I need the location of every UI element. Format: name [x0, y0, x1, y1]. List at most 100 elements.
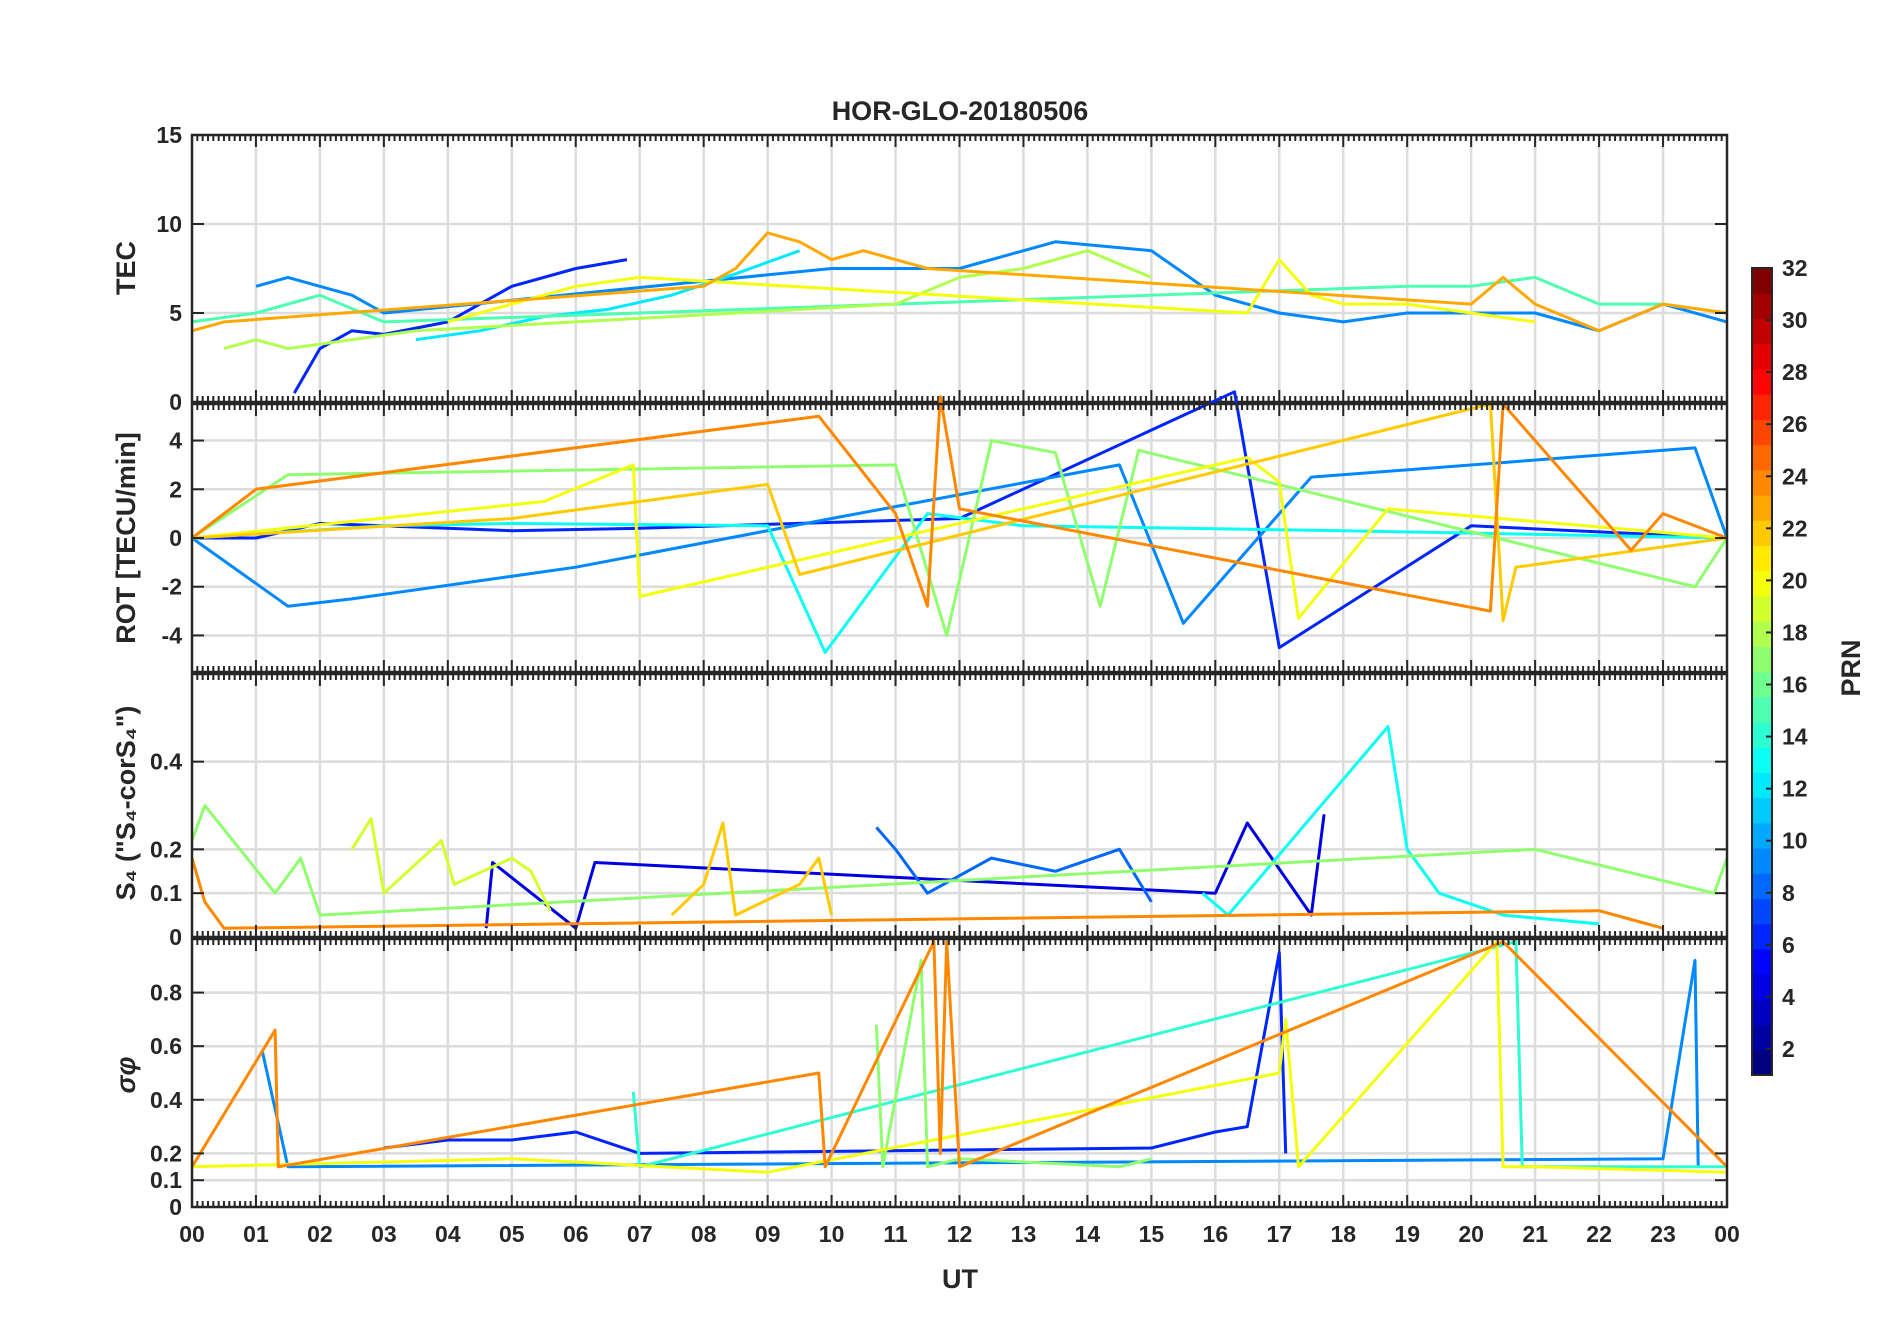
colorbar-segment: [1752, 444, 1772, 471]
colorbar-segment: [1752, 898, 1772, 925]
colorbar-segment: [1752, 268, 1772, 294]
x-tick-label: 10: [819, 1221, 845, 1247]
series-prn-4: [484, 814, 1326, 930]
x-tick-label: 17: [1266, 1221, 1292, 1247]
colorbar-segment: [1752, 873, 1772, 900]
colorbar-tick-label: 30: [1782, 307, 1808, 333]
y-tick-label: 0.8: [150, 980, 182, 1006]
x-tick-label: 15: [1139, 1221, 1165, 1247]
colorbar-segment: [1752, 747, 1772, 773]
ylabel-tec: TEC: [111, 241, 141, 295]
colorbar-segment: [1752, 469, 1772, 496]
colorbar-tick-label: 28: [1782, 359, 1808, 385]
x-tick-label: 06: [563, 1221, 589, 1247]
x-tick-label: 00: [179, 1221, 205, 1247]
ylabel-rot: ROT [TECU/min]: [111, 432, 141, 643]
series-prn-24: [191, 395, 1728, 613]
xlabel: UT: [942, 1264, 978, 1294]
colorbar-tick-label: 6: [1782, 932, 1795, 958]
colorbar-segment: [1752, 974, 1772, 1000]
series-prn-20: [191, 456, 1728, 620]
series-prn-6: [292, 258, 628, 394]
colorbar-segment: [1752, 721, 1772, 748]
colorbar-segment: [1752, 595, 1772, 622]
colorbar-tick-label: 2: [1782, 1036, 1795, 1062]
y-tick-label: 0.4: [150, 1087, 182, 1113]
panel-rot: -4 -2 0 2 4: [162, 390, 1729, 674]
colorbar-segment: [1752, 822, 1772, 849]
colorbar-tick-label: 14: [1782, 724, 1808, 750]
colorbar-segment: [1752, 696, 1772, 723]
x-tick-label: 05: [499, 1221, 525, 1247]
series-prn-22: [670, 821, 834, 917]
colorbar-segment: [1752, 848, 1772, 874]
colorbar-tick-label: 18: [1782, 619, 1808, 645]
series-prn-17: [191, 439, 1729, 637]
series-prn-8: [875, 826, 1153, 903]
colorbar-segment: [1752, 570, 1772, 597]
y-tick-label: 10: [156, 211, 182, 237]
y-tick-label: 0: [169, 924, 182, 950]
colorbar-segment: [1752, 1024, 1772, 1051]
x-tick-label: 02: [307, 1221, 333, 1247]
x-tick-label: 09: [755, 1221, 781, 1247]
x-tick-label: 07: [627, 1221, 653, 1247]
x-tick-label: 14: [1075, 1221, 1101, 1247]
colorbar-segment: [1752, 293, 1772, 320]
colorbar-segment: [1752, 343, 1772, 370]
y-tick-label: 0: [169, 1194, 182, 1220]
series-prn-9: [255, 240, 1728, 333]
colorbar-segment: [1752, 671, 1772, 698]
colorbar-segment: [1752, 520, 1772, 547]
series-prn-19: [350, 817, 552, 912]
y-tick-label: 0.1: [150, 1167, 182, 1193]
y-tick-label: 0.4: [150, 749, 182, 775]
series-prn-20: [191, 940, 1728, 1174]
colorbar-tick-label: 32: [1782, 255, 1808, 281]
x-tick-label: 12: [947, 1221, 973, 1247]
series-prn-24: [190, 857, 1664, 930]
colorbar-segment: [1752, 1049, 1772, 1076]
colorbar-segment: [1752, 999, 1772, 1026]
colorbar-segment: [1752, 772, 1772, 799]
colorbar-tick-label: 20: [1782, 567, 1808, 593]
series-prn-20: [447, 258, 1536, 324]
series-prn-22: [191, 402, 1728, 623]
colorbar-segment: [1752, 494, 1772, 521]
y-tick-label: 0.1: [150, 880, 182, 906]
x-tick-label: 23: [1650, 1221, 1676, 1247]
y-tick-label: 0.2: [150, 836, 182, 862]
x-tick-label: 18: [1330, 1221, 1356, 1247]
x-tick-label: 01: [243, 1221, 269, 1247]
colorbar-label: PRN: [1836, 639, 1866, 696]
colorbar-segment: [1752, 948, 1772, 975]
series-prn-17: [874, 958, 1152, 1169]
colorbar-tick-label: 12: [1782, 776, 1808, 802]
panel-tec: 0 5 10 15: [156, 122, 1729, 415]
x-tick-label: 11: [883, 1221, 908, 1247]
colorbar-frame: [1751, 267, 1773, 1076]
colorbar-tick-label: 26: [1782, 411, 1808, 437]
series-prn-17: [190, 804, 1729, 917]
x-tick-label: 13: [1011, 1221, 1037, 1247]
colorbar-segment: [1752, 545, 1772, 572]
x-tick-label: 21: [1522, 1221, 1548, 1247]
x-tick-label: 00: [1714, 1221, 1740, 1247]
y-tick-label: 4: [169, 428, 182, 454]
colorbar-tick-label: 8: [1782, 880, 1795, 906]
x-tick-label: 08: [691, 1221, 717, 1247]
colorbar-segment: [1752, 394, 1772, 420]
ylabel-sigma: σφ: [111, 1057, 141, 1094]
y-tick-label: 0.6: [150, 1033, 182, 1059]
panel-s4: 0 0.1 0.2 0.4: [150, 672, 1729, 950]
y-tick-label: 5: [169, 300, 182, 326]
y-tick-label: -4: [162, 622, 183, 648]
x-tick-label: 16: [1203, 1221, 1229, 1247]
series-prn-14: [631, 940, 1727, 1169]
colorbar-segment: [1752, 797, 1772, 824]
y-tick-label: 0: [169, 389, 182, 415]
ylabel-s4: S₄ ("S₄-corS₄"): [111, 706, 141, 901]
series-prn-12: [415, 249, 801, 342]
